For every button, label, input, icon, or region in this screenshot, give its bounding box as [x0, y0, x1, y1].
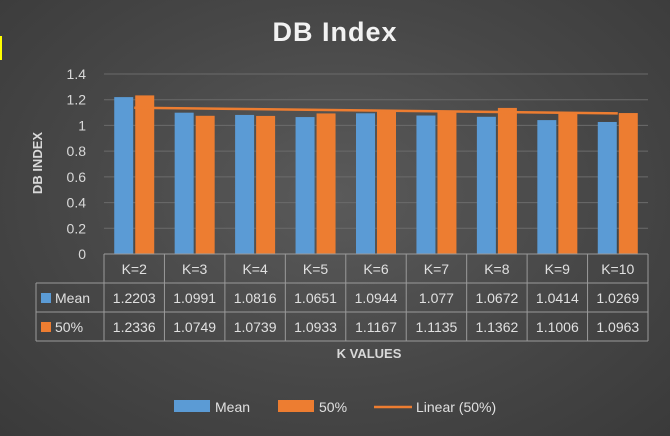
bar-mean [537, 120, 557, 254]
bar-50pct [558, 112, 578, 254]
bar-50pct [377, 110, 396, 254]
bar-mean [476, 116, 496, 254]
data-label: 1.2203 [113, 290, 156, 306]
data-label: 1.1135 [416, 319, 458, 335]
x-tick-label: K=3 [182, 261, 208, 277]
data-label: 1.1167 [355, 319, 397, 335]
bar-50pct [497, 107, 517, 254]
x-tick-label: K=7 [424, 261, 450, 277]
data-label: 1.0749 [173, 319, 216, 335]
y-tick-label: 1.4 [67, 66, 87, 82]
legend-label: Linear (50%) [416, 399, 496, 415]
legend-label: Mean [215, 399, 250, 415]
bar-mean [356, 113, 375, 254]
bar-50pct [256, 115, 276, 254]
data-label: 1.0944 [355, 290, 398, 306]
data-label: 1.1006 [536, 319, 579, 335]
bar-mean [174, 112, 194, 255]
data-label: 1.0991 [173, 290, 216, 306]
x-axis-title: K VALUES [337, 346, 402, 361]
legend-key [174, 400, 210, 412]
x-tick-label: K=5 [303, 261, 329, 277]
selection-marker [0, 36, 2, 60]
bar-mean [235, 114, 255, 255]
data-label: 1.0269 [596, 290, 639, 306]
bar-mean [295, 117, 315, 255]
trendline-group [134, 106, 618, 115]
y-tick-label: 0.4 [67, 195, 87, 211]
y-axis-title: DB INDEX [30, 132, 45, 194]
data-label: 1.0933 [294, 319, 337, 335]
trendline [134, 106, 618, 115]
data-table: K=2 K=3 K=4 K=5 K=6 K=7 K=8 K=9 K=10 Mean 1.2203 1.… [35, 253, 649, 342]
bar-50pct [618, 113, 638, 254]
bar-mean [416, 115, 436, 255]
data-label: 1.1362 [475, 319, 518, 335]
legend: Mean 50% Linear (50%) [174, 399, 496, 415]
bars [114, 95, 638, 255]
table-legend-key [41, 293, 51, 303]
data-label: 1.077 [419, 290, 454, 306]
y-tick-labels: 0 0.2 0.4 0.6 0.8 1 1.2 1.4 [67, 66, 87, 262]
data-label: 1.0816 [234, 290, 277, 306]
legend-label: 50% [319, 399, 347, 415]
data-label: 1.2336 [113, 319, 156, 335]
x-tick-label: K=9 [545, 261, 571, 277]
gridlines [104, 73, 648, 229]
data-label: 1.0672 [475, 290, 518, 306]
bar-mean [114, 97, 134, 255]
y-tick-label: 1 [78, 117, 86, 133]
bar-50pct [316, 113, 336, 254]
data-label: 1.0739 [234, 319, 277, 335]
x-tick-label: K=10 [601, 261, 634, 277]
table-legend-key [41, 322, 51, 332]
y-tick-label: 0 [78, 246, 86, 262]
table-series-name: Mean [55, 290, 90, 306]
x-tick-label: K=8 [484, 261, 510, 277]
bar-50pct [437, 110, 457, 254]
data-label: 1.0963 [596, 319, 639, 335]
chart-title: DB Index [272, 17, 397, 47]
data-label: 1.0651 [294, 290, 337, 306]
x-tick-label: K=6 [363, 261, 389, 277]
data-label: 1.0414 [536, 290, 579, 306]
bar-50pct [135, 95, 155, 254]
legend-key [278, 400, 314, 412]
y-tick-label: 0.2 [67, 220, 87, 236]
x-tick-label: K=2 [122, 261, 148, 277]
y-tick-label: 0.6 [67, 169, 87, 185]
y-tick-label: 0.8 [67, 143, 87, 159]
x-tick-label: K=4 [242, 261, 268, 277]
y-tick-label: 1.2 [67, 92, 87, 108]
bar-mean [597, 121, 617, 254]
table-series-name: 50% [55, 319, 83, 335]
bar-50pct [195, 115, 215, 254]
